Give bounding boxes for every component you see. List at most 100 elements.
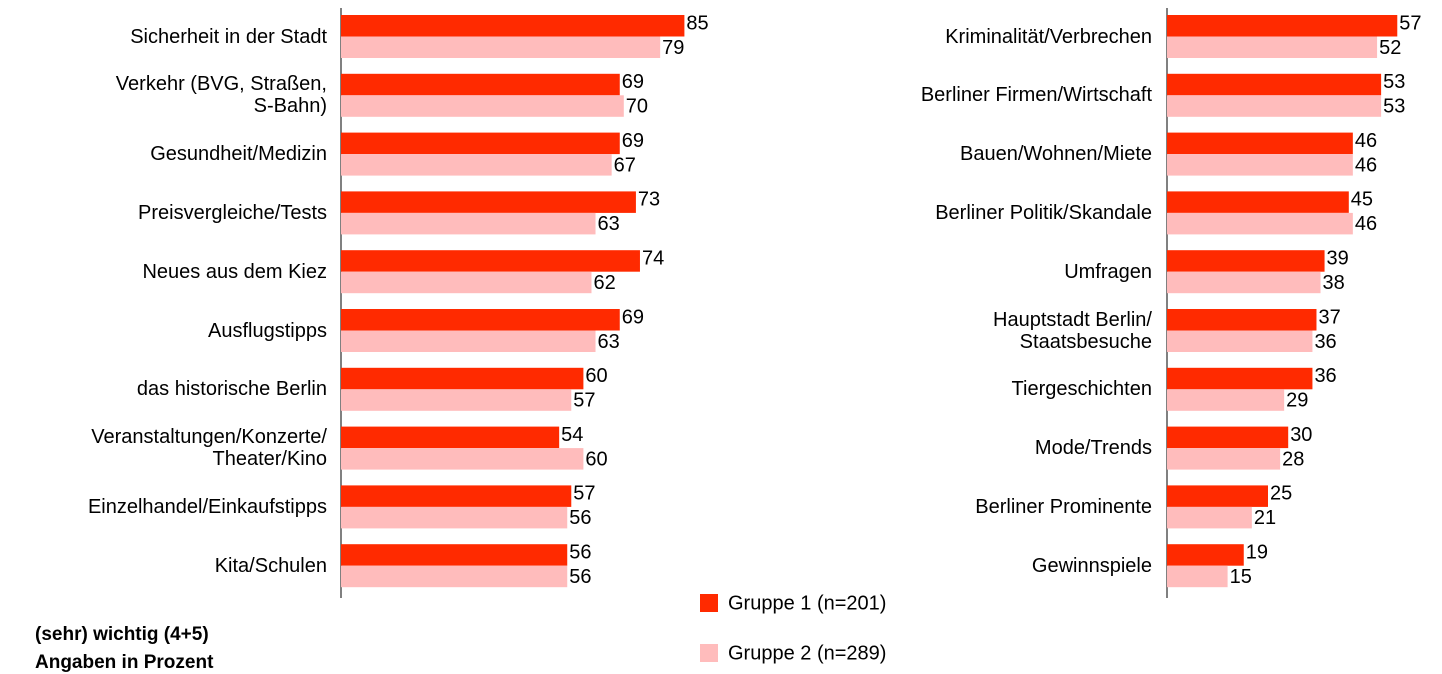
bar	[341, 191, 636, 213]
value-label: 30	[1290, 424, 1312, 446]
note: (sehr) wichtig (4+5)	[35, 624, 209, 645]
category-label: Hauptstadt Berlin/ Staatsbesuche	[993, 308, 1152, 353]
category-label: Ausflugstipps	[208, 319, 327, 342]
value-label: 29	[1286, 390, 1308, 412]
value-label: 53	[1383, 96, 1405, 118]
category-label: Preisvergleiche/Tests	[138, 201, 327, 224]
bar	[1167, 95, 1382, 117]
bar	[1167, 506, 1252, 529]
bar	[341, 367, 584, 390]
value-label: 15	[1230, 566, 1252, 588]
value-label: 73	[638, 189, 660, 211]
value-label: 39	[1327, 247, 1349, 269]
value-label: 45	[1351, 189, 1373, 211]
bar	[341, 73, 620, 96]
value-label: 69	[622, 130, 644, 152]
category-label: Sicherheit in der Stadt	[130, 25, 327, 48]
bar	[341, 15, 685, 37]
bar	[341, 271, 592, 294]
bar	[341, 36, 661, 58]
bar	[341, 309, 620, 331]
value-label: 56	[569, 566, 591, 588]
value-label: 28	[1282, 448, 1304, 470]
value-label: 69	[622, 71, 644, 93]
category-label: Berliner Politik/Skandale	[935, 201, 1152, 224]
bar	[1167, 448, 1281, 470]
category-label: Neues aus dem Kiez	[142, 260, 327, 283]
legend-label: Gruppe 2 (n=289)	[728, 642, 886, 664]
value-label: 69	[622, 306, 644, 328]
category-label: Berliner Firmen/Wirtschaft	[920, 84, 1152, 107]
bar	[341, 485, 572, 507]
bar	[1167, 426, 1289, 449]
category-label: Gewinnspiele	[1031, 554, 1152, 577]
value-label: 62	[593, 272, 615, 294]
bar	[1167, 212, 1353, 235]
bar	[341, 330, 596, 352]
category-label: Kita/Schulen	[214, 554, 327, 577]
legend-label: Gruppe 1 (n=201)	[728, 592, 886, 614]
category-label: Veranstaltungen/Konzerte/ Theater/Kino	[91, 426, 327, 471]
category-label: Einzelhandel/Einkaufstipps	[87, 495, 327, 518]
value-label: 46	[1355, 130, 1377, 152]
bar	[1167, 565, 1228, 588]
value-label: 56	[569, 541, 591, 563]
category-label: Tiergeschichten	[1011, 378, 1152, 401]
value-label: 60	[585, 365, 607, 387]
value-label: 57	[573, 483, 595, 505]
category-label: Bauen/Wohnen/Miete	[960, 143, 1152, 166]
value-label: 19	[1246, 541, 1268, 563]
value-label: 54	[561, 424, 583, 446]
legend-swatch	[700, 644, 718, 662]
value-label: 53	[1383, 71, 1405, 93]
value-label: 57	[1399, 12, 1421, 34]
value-label: 63	[598, 331, 620, 353]
bar	[1167, 250, 1325, 272]
bar	[341, 95, 624, 117]
category-label: Mode/Trends	[1034, 437, 1152, 460]
note: Angaben in Prozent	[35, 652, 214, 673]
bar	[341, 154, 612, 176]
category-label: das historische Berlin	[136, 378, 327, 401]
bar	[1167, 544, 1244, 566]
bar	[341, 506, 568, 529]
value-label: 37	[1318, 306, 1340, 328]
value-label: 79	[662, 37, 684, 59]
bar	[1167, 15, 1398, 37]
value-label: 74	[642, 247, 664, 269]
category-label: Kriminalität/Verbrechen	[945, 25, 1152, 48]
value-label: 46	[1355, 154, 1377, 176]
value-label: 63	[598, 213, 620, 235]
value-label: 36	[1314, 331, 1336, 353]
legend-swatch	[700, 594, 718, 612]
bar	[1167, 154, 1353, 176]
bar	[341, 389, 572, 411]
bar	[341, 250, 640, 272]
bar	[341, 426, 560, 449]
value-label: 56	[569, 507, 591, 529]
bar	[1167, 132, 1353, 155]
value-label: 21	[1254, 507, 1276, 529]
value-label: 38	[1323, 272, 1345, 294]
bar	[1167, 191, 1349, 213]
value-label: 46	[1355, 213, 1377, 235]
bar	[341, 565, 568, 588]
value-label: 85	[686, 12, 708, 34]
category-label: Gesundheit/Medizin	[150, 143, 327, 166]
bar	[1167, 367, 1313, 390]
bar	[341, 132, 620, 155]
category-label: Umfragen	[1064, 260, 1152, 283]
bar	[341, 448, 584, 470]
bar	[341, 544, 568, 566]
value-label: 36	[1314, 365, 1336, 387]
value-label: 25	[1270, 483, 1292, 505]
bar	[1167, 271, 1321, 294]
category-label: Berliner Prominente	[975, 495, 1152, 518]
value-label: 67	[614, 154, 636, 176]
bar	[1167, 485, 1268, 507]
value-label: 52	[1379, 37, 1401, 59]
value-label: 70	[626, 96, 648, 118]
bar	[341, 212, 596, 235]
